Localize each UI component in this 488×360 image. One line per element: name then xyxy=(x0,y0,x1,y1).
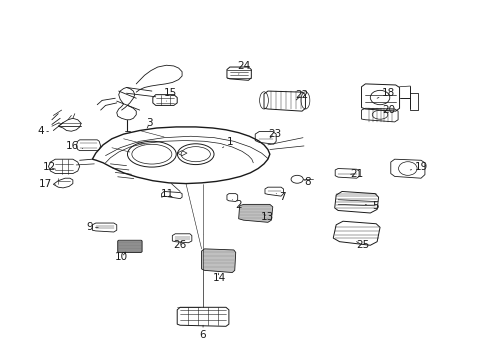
Text: 25: 25 xyxy=(355,240,368,250)
Text: 24: 24 xyxy=(236,61,250,74)
Text: 5: 5 xyxy=(365,201,378,211)
Text: 23: 23 xyxy=(267,129,281,139)
Text: 21: 21 xyxy=(349,168,363,179)
Polygon shape xyxy=(238,204,272,222)
Polygon shape xyxy=(201,249,235,273)
Text: 11: 11 xyxy=(161,189,174,199)
Text: 19: 19 xyxy=(409,162,427,172)
Text: 12: 12 xyxy=(43,162,56,172)
Text: 15: 15 xyxy=(163,88,177,101)
Text: 10: 10 xyxy=(115,252,128,262)
Text: 3: 3 xyxy=(146,118,152,128)
Text: 16: 16 xyxy=(66,141,82,151)
Polygon shape xyxy=(118,240,142,252)
Text: 20: 20 xyxy=(378,105,394,115)
Text: 2: 2 xyxy=(232,200,242,210)
Text: 17: 17 xyxy=(39,179,55,189)
Text: 26: 26 xyxy=(173,240,186,250)
Text: 1: 1 xyxy=(222,138,233,148)
Text: 8: 8 xyxy=(304,177,310,187)
Text: 14: 14 xyxy=(212,273,225,283)
Text: 7: 7 xyxy=(276,192,285,202)
Text: 4: 4 xyxy=(37,126,48,135)
Text: 22: 22 xyxy=(295,90,308,100)
Text: 18: 18 xyxy=(376,88,394,98)
Text: 6: 6 xyxy=(199,325,206,340)
Text: 13: 13 xyxy=(261,212,274,221)
Text: 9: 9 xyxy=(86,222,98,232)
